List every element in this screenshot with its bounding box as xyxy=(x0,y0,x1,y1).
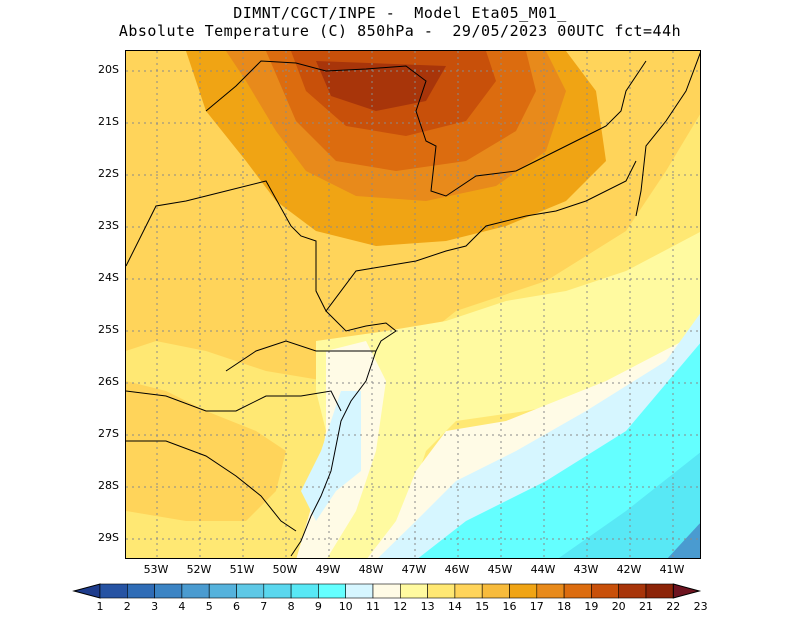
colorbar-cell xyxy=(618,583,647,599)
lat-tick: 29S xyxy=(98,531,119,544)
lat-tick: 26S xyxy=(98,375,119,388)
colorbar-label: 7 xyxy=(260,600,268,613)
colorbar-label: 9 xyxy=(314,600,322,613)
colorbar-cell xyxy=(591,583,620,599)
colorbar-arrow-left xyxy=(72,583,101,599)
colorbar-label: 5 xyxy=(205,600,213,613)
colorbar-label: 3 xyxy=(151,600,159,613)
colorbar-label: 1 xyxy=(96,600,104,613)
colorbar-label: 12 xyxy=(393,600,408,613)
colorbar-cell xyxy=(563,583,592,599)
lon-tick: 46W xyxy=(444,563,470,576)
map-boundaries xyxy=(126,52,700,557)
colorbar-arrow-right xyxy=(672,583,702,599)
lat-tick: 21S xyxy=(98,115,119,128)
colorbar-cell xyxy=(318,583,346,599)
colorbar-label: 22 xyxy=(666,600,681,613)
colorbar-cell xyxy=(208,583,237,599)
colorbar-label: 19 xyxy=(584,600,599,613)
colorbar-cell xyxy=(645,583,674,599)
lon-tick: 52W xyxy=(186,563,212,576)
colorbar-cell xyxy=(263,583,292,599)
colorbar-cell xyxy=(372,583,401,599)
field-band-7 xyxy=(667,523,700,558)
map-title: DIMNT/CGCT/INPE - Model Eta05_M01_ Absol… xyxy=(0,4,800,40)
colorbar-label: 23 xyxy=(693,600,708,613)
temperature-map xyxy=(125,50,701,559)
lon-tick: 49W xyxy=(315,563,341,576)
field-band-21 xyxy=(316,61,446,111)
field-band-15b xyxy=(126,381,286,521)
colorbar-label: 15 xyxy=(475,600,490,613)
colorbar-label: 6 xyxy=(233,600,240,613)
colorbar-label: 13 xyxy=(420,600,435,613)
lon-tick: 44W xyxy=(530,563,556,576)
colorbar-cell xyxy=(99,583,128,599)
colorbar-label: 10 xyxy=(338,600,353,613)
colorbar-cell xyxy=(536,583,565,599)
colorbar-cell xyxy=(481,583,510,599)
map-gridlines xyxy=(126,51,700,558)
field-band-10 xyxy=(418,343,700,558)
lon-tick: 45W xyxy=(487,563,513,576)
colorbar-cell xyxy=(290,583,319,599)
lat-tick: 28S xyxy=(98,479,119,492)
field-band-9 xyxy=(558,452,700,558)
field-band-11b xyxy=(301,391,361,521)
lon-tick: 42W xyxy=(616,563,642,576)
colorbar-label: 11 xyxy=(366,600,380,613)
colorbar-label: 2 xyxy=(123,600,131,613)
lon-tick: 48W xyxy=(358,563,384,576)
colorbar-cell xyxy=(181,583,210,599)
lat-tick: 27S xyxy=(98,427,119,440)
colorbar-cell xyxy=(509,583,538,599)
lon-tick: 53W xyxy=(143,563,169,576)
colorbar-cell xyxy=(127,583,155,599)
lon-tick: 47W xyxy=(401,563,427,576)
lon-tick: 41W xyxy=(659,563,685,576)
lat-tick: 23S xyxy=(98,219,119,232)
colorbar-cell xyxy=(345,583,374,599)
lat-tick: 22S xyxy=(98,167,119,180)
colorbar xyxy=(72,583,702,599)
colorbar-cell xyxy=(154,583,183,599)
colorbar-label: 14 xyxy=(447,600,462,613)
colorbar-cell xyxy=(454,583,483,599)
colorbar-label: 4 xyxy=(178,600,186,613)
temperature-field xyxy=(126,51,700,558)
colorbar-label: 18 xyxy=(557,600,572,613)
title-line-2: Absolute Temperature (C) 850hPa - 29/05/… xyxy=(118,22,682,40)
lat-tick: 25S xyxy=(98,323,119,336)
lon-tick: 51W xyxy=(229,563,255,576)
colorbar-cell xyxy=(427,583,456,599)
colorbar-label: 21 xyxy=(639,600,653,613)
colorbar-cell xyxy=(399,583,428,599)
field-band-13 xyxy=(316,232,700,558)
lon-tick: 43W xyxy=(573,563,599,576)
colorbar-label: 8 xyxy=(287,600,295,613)
colorbar-label: 20 xyxy=(611,600,626,613)
colorbar-label: 16 xyxy=(502,600,517,613)
lat-tick: 24S xyxy=(98,271,119,284)
lon-tick: 50W xyxy=(272,563,298,576)
lat-tick: 20S xyxy=(98,63,119,76)
colorbar-label: 17 xyxy=(529,600,544,613)
colorbar-cells xyxy=(72,583,702,599)
colorbar-cell xyxy=(236,583,265,599)
title-line-1: DIMNT/CGCT/INPE - Model Eta05_M01_ xyxy=(233,4,567,22)
